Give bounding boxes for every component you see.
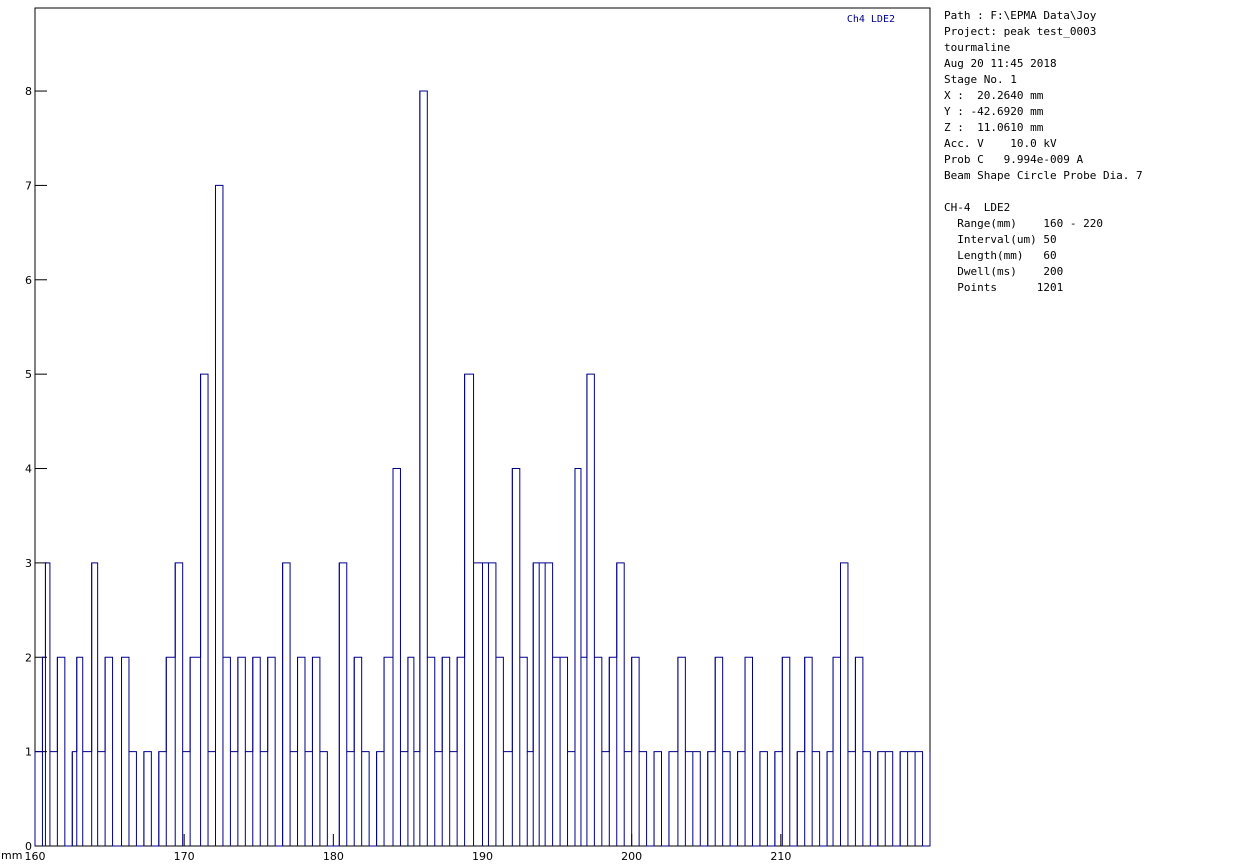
y-tick-label: 8 [25,85,32,98]
info-line: Prob C 9.994e-009 A [944,153,1084,166]
y-tick-label: 2 [25,651,32,664]
info-line: Interval(um) 50 [944,233,1057,246]
info-line: Aug 20 11:45 2018 [944,57,1057,70]
info-line: Path : F:\EPMA Data\Joy [944,9,1097,22]
info-line: tourmaline [944,41,1011,54]
y-tick-label: 6 [25,274,32,287]
info-line: Length(mm) 60 [944,249,1057,262]
y-tick-label: 4 [25,463,32,476]
info-line: Project: peak test_0003 [944,25,1097,38]
y-tick-label: 7 [25,179,32,192]
info-line: X : 20.2640 mm [944,89,1044,102]
y-tick-label: 0 [25,840,32,853]
y-tick-label: 5 [25,368,32,381]
y-tick-label: 3 [25,557,32,570]
info-group: Path : F:\EPMA Data\Joy Project: peak tes… [944,8,1143,184]
info-line: Beam Shape Circle Probe Dia. 7 [944,169,1143,182]
spectrum-line [35,90,931,847]
info-group: CH-4 LDE2 Range(mm) 160 - 220 Interval(u… [944,200,1143,296]
x-tick-label: 160 [25,850,46,863]
info-line: CH-4 LDE2 [944,201,1011,214]
x-tick-label: 180 [323,850,344,863]
channel-label: Ch4 LDE2 [847,14,895,25]
x-tick-label: 170 [174,850,195,863]
info-line: Points 1201 [944,281,1064,294]
info-line: Acc. V 10.0 kV [944,137,1057,150]
info-line: Y : -42.6920 mm [944,105,1044,118]
info-panel: Path : F:\EPMA Data\Joy Project: peak tes… [944,8,1143,312]
x-tick-label: 210 [770,850,791,863]
chart: Ch4 LDE2 mm 0 1 2 3 4 5 6 7 8 160 170 180 190 200 210 [1,7,931,863]
y-tick-label: 1 [25,746,32,759]
x-tick-label: 190 [472,850,493,863]
info-line: Z : 11.0610 mm [944,121,1044,134]
x-tick-label: 200 [621,850,642,863]
x-unit: mm [1,849,22,862]
info-line: Stage No. 1 [944,73,1017,86]
info-line: Dwell(ms) 200 [944,265,1064,278]
info-line: Range(mm) 160 - 220 [944,217,1103,230]
